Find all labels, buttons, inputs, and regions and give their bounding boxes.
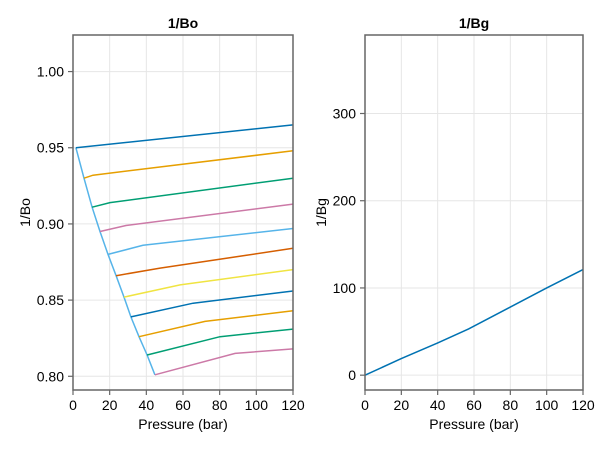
panel-inverse-bo: 0 20 40 60 80 100 120 0.80 0.85 0.90 0.95 1.00 1/Bo… [17, 15, 305, 432]
x-tick-label: 100 [535, 397, 559, 413]
x-tick-label: 120 [571, 397, 595, 413]
series-line-1/Bg [364, 268, 584, 376]
series-line-undersaturated-2 [83, 150, 294, 179]
series-line-undersaturated-8 [130, 290, 294, 318]
x-tick-label: 60 [175, 397, 191, 413]
x-tick-label: 0 [69, 397, 77, 413]
y-axis-label: 1/Bg [313, 198, 329, 227]
x-tick-label: 120 [281, 397, 305, 413]
panel-inverse-bg: 0 20 40 60 80 100 120 0 100 200 300 1/Bg Pressure … [313, 15, 595, 432]
x-tick-label: 40 [139, 397, 155, 413]
y-tick-label: 0.85 [37, 292, 64, 308]
x-tick-label: 80 [503, 397, 519, 413]
x-tick-label: 20 [102, 397, 118, 413]
y-tick-label: 0.90 [37, 216, 64, 232]
y-tick-label: 200 [333, 193, 357, 209]
series-line-undersaturated-4 [99, 203, 294, 233]
chart-title: 1/Bg [459, 15, 489, 31]
series-line-undersaturated-9 [138, 310, 294, 338]
y-tick-label: 0.95 [37, 140, 64, 156]
x-tick-label: 20 [394, 397, 410, 413]
x-tick-label: 80 [212, 397, 228, 413]
x-tick-label: 100 [245, 397, 269, 413]
series-line-undersaturated-1 [75, 124, 294, 149]
x-tick-label: 0 [361, 397, 369, 413]
y-tick-label: 100 [333, 280, 357, 296]
y-axis-label: 1/Bo [17, 198, 33, 227]
series-line-undersaturated-11 [154, 348, 294, 376]
y-tick-label: 300 [333, 106, 357, 122]
series-line-undersaturated-3 [91, 177, 294, 208]
y-tick-label: 0 [348, 367, 356, 383]
series-line-saturated [75, 147, 156, 376]
y-tick-label: 0.80 [37, 368, 64, 384]
series-line-undersaturated-10 [146, 328, 294, 356]
series-line-undersaturated-5 [107, 227, 294, 256]
y-tick-label: 1.00 [37, 64, 64, 80]
series-line-undersaturated-7 [123, 268, 294, 298]
x-tick-label: 60 [466, 397, 482, 413]
series-line-undersaturated-6 [115, 247, 294, 277]
x-tick-label: 40 [430, 397, 446, 413]
x-axis-label: Pressure (bar) [429, 416, 518, 432]
chart-title: 1/Bo [168, 15, 198, 31]
x-axis-label: Pressure (bar) [138, 416, 227, 432]
